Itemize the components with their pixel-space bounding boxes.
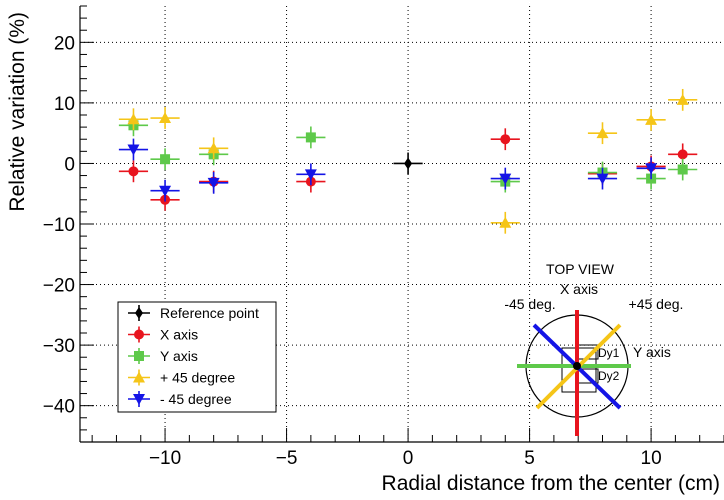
data-point bbox=[596, 127, 609, 139]
y-tick-label: −40 bbox=[43, 397, 75, 418]
legend-marker bbox=[134, 351, 144, 361]
x-tick-label: −5 bbox=[276, 448, 298, 469]
y-tick-label: 0 bbox=[64, 154, 75, 175]
data-point bbox=[645, 163, 658, 175]
legend-label: X axis bbox=[160, 327, 198, 343]
x-tick-label: 5 bbox=[524, 448, 535, 469]
y-tick-label: 10 bbox=[54, 94, 75, 115]
inset-center-point bbox=[573, 362, 581, 370]
legend-marker bbox=[133, 394, 145, 405]
data-point bbox=[500, 134, 511, 145]
data-point bbox=[677, 164, 688, 175]
data-point bbox=[304, 169, 317, 181]
inset-minus45-label: -45 deg. bbox=[504, 296, 555, 312]
data-point bbox=[160, 154, 171, 165]
data-point bbox=[207, 142, 220, 154]
data-point bbox=[159, 112, 172, 124]
y-tick-label: −10 bbox=[43, 215, 75, 236]
data-point bbox=[499, 173, 512, 185]
x-tick-label: 0 bbox=[403, 448, 414, 469]
inset-dy2-label: Dy2 bbox=[598, 369, 620, 383]
inset-plus45-label: +45 deg. bbox=[629, 296, 684, 312]
data-point bbox=[499, 216, 512, 228]
legend-entries: Reference point X axis Y axis + 45 degree - … bbox=[128, 305, 259, 407]
data-point bbox=[404, 157, 413, 170]
series-group bbox=[118, 88, 698, 234]
x-tick-label: 10 bbox=[641, 448, 662, 469]
legend-marker bbox=[135, 307, 143, 319]
legend-label: + 45 degree bbox=[160, 370, 235, 386]
legend-label: - 45 degree bbox=[160, 391, 232, 407]
data-point bbox=[159, 185, 172, 197]
data-point bbox=[676, 93, 689, 105]
data-layer bbox=[118, 88, 698, 234]
series-group bbox=[393, 152, 423, 175]
data-point bbox=[677, 149, 688, 160]
data-point bbox=[127, 113, 140, 125]
series-group bbox=[118, 138, 666, 202]
legend-label: Y axis bbox=[160, 348, 198, 364]
inset-dy1-label: Dy1 bbox=[598, 346, 620, 360]
data-point bbox=[128, 166, 139, 177]
y-tick-label: 20 bbox=[54, 33, 75, 54]
ticks: −10 −5 0 5 10 −40 −30 −20 −10 0 10 20 bbox=[43, 5, 724, 469]
data-point bbox=[127, 144, 140, 156]
data-point bbox=[596, 173, 609, 185]
x-axis-label: Radial distance from the center (cm) bbox=[382, 472, 720, 495]
inset-title: TOP VIEW bbox=[546, 261, 615, 277]
legend: Reference point X axis Y axis + 45 degree - … bbox=[117, 301, 277, 413]
legend-marker bbox=[133, 371, 145, 383]
inset-y-axis-label: Y axis bbox=[633, 344, 671, 360]
data-point bbox=[645, 113, 658, 125]
legend-box bbox=[117, 301, 277, 413]
legend-marker bbox=[134, 329, 144, 340]
y-axis-label: Relative variation (%) bbox=[6, 12, 29, 212]
inset-x-axis-label: X axis bbox=[560, 281, 598, 297]
data-point bbox=[207, 177, 220, 189]
y-tick-label: −20 bbox=[43, 276, 75, 297]
top-view-inset: TOP VIEW X axis -45 deg. +45 deg. Y axis… bbox=[504, 261, 683, 436]
y-tick-label: −30 bbox=[43, 336, 75, 357]
x-tick-label: −10 bbox=[149, 448, 181, 469]
legend-label: Reference point bbox=[160, 305, 259, 321]
data-point bbox=[305, 132, 316, 143]
